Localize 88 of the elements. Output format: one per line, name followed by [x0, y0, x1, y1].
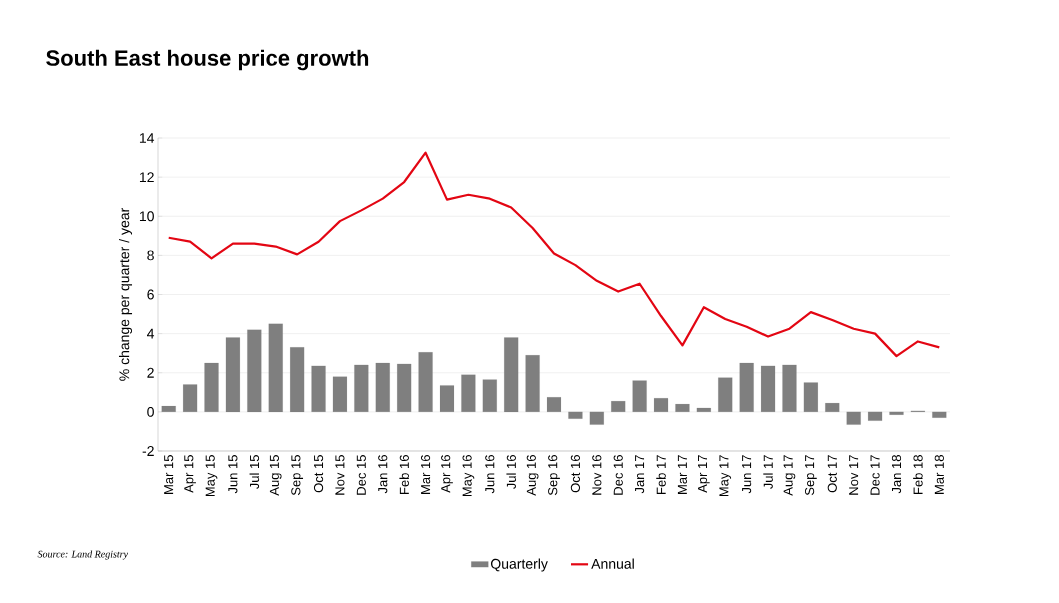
y-tick-label: -2	[142, 446, 154, 456]
bar	[461, 374, 476, 412]
legend-label: Quarterly	[490, 558, 548, 572]
bar	[675, 403, 690, 412]
x-tick-label: Jul 15	[249, 455, 260, 490]
bar	[696, 407, 711, 412]
bar	[247, 329, 262, 412]
x-tick-label: Nov 17	[849, 455, 859, 495]
bar	[846, 411, 861, 425]
bar	[418, 352, 433, 412]
x-tick-label: Aug 17	[783, 455, 796, 496]
bar	[761, 365, 776, 412]
x-tick-label: Apr 15	[184, 455, 196, 493]
x-tick-label: Feb 16	[399, 455, 409, 494]
x-tick-label: May 16	[462, 455, 475, 497]
y-tick-label: 12	[139, 172, 154, 183]
bar	[653, 398, 669, 412]
bar	[311, 365, 326, 412]
bar	[889, 411, 904, 415]
bar	[332, 376, 348, 412]
x-tick-label: Apr 17	[698, 455, 710, 493]
x-tick-label: Aug 15	[269, 455, 282, 496]
x-tick-label: Jan 16	[378, 455, 388, 494]
x-tick-label: Sep 15	[291, 455, 304, 496]
x-tick-label: May 17	[719, 455, 732, 497]
y-tick-label: 2	[147, 367, 154, 378]
x-tick-label: Dec 15	[356, 455, 366, 495]
bar	[161, 405, 176, 412]
x-tick-label: Jul 16	[506, 455, 516, 490]
bar	[482, 379, 497, 412]
bar	[183, 384, 198, 412]
y-axis-title: % change per quarter / year	[118, 207, 133, 381]
bar	[439, 385, 455, 412]
x-tick-label: Jan 17	[635, 455, 645, 494]
y-tick-label: 6	[147, 289, 154, 300]
bar	[354, 364, 369, 412]
x-tick-label: Oct 16	[570, 455, 581, 493]
bar	[782, 364, 797, 412]
x-tick-label: Jul 17	[763, 455, 773, 490]
chart-title: South East house price growth	[46, 49, 369, 71]
x-tick-label: Nov 16	[592, 455, 602, 495]
x-tick-label: Mar 16	[420, 455, 431, 494]
bar	[375, 362, 390, 412]
bar	[868, 411, 883, 421]
y-tick-label: 0	[147, 406, 154, 417]
y-tick-label: 8	[147, 250, 154, 261]
bar	[718, 377, 733, 412]
x-tick-label: Jun 16	[485, 455, 495, 494]
bar	[225, 337, 240, 412]
bar	[825, 403, 840, 412]
x-tick-label: Sep 16	[548, 455, 560, 496]
source-note: Source: Land Registry	[37, 550, 128, 560]
x-tick-label: Nov 15	[335, 455, 345, 495]
y-tick-label: 4	[147, 328, 155, 339]
bar	[632, 380, 647, 412]
x-tick-label: Dec 17	[870, 455, 880, 495]
y-tick-label: 14	[139, 133, 155, 143]
bar	[932, 411, 947, 418]
bar	[568, 411, 583, 419]
bar	[546, 397, 562, 412]
bar	[504, 337, 519, 412]
x-tick-label: Oct 15	[313, 455, 324, 493]
x-tick-label: Mar 17	[677, 455, 687, 494]
bar	[611, 401, 626, 412]
x-tick-label: Oct 17	[827, 455, 837, 493]
x-tick-label: Aug 16	[526, 455, 539, 496]
bar	[290, 347, 305, 412]
x-tick-label: Feb 18	[913, 455, 923, 494]
bar	[589, 411, 604, 425]
x-tick-label: Sep 17	[804, 455, 817, 496]
x-tick-label: Feb 17	[656, 455, 666, 494]
legend-label: Annual	[591, 558, 634, 569]
bar	[525, 355, 540, 412]
x-tick-label: May 15	[205, 455, 218, 497]
x-tick-label: Mar 18	[934, 455, 944, 494]
x-tick-label: Jun 17	[742, 455, 752, 494]
bar	[397, 363, 412, 412]
x-tick-label: Mar 15	[164, 455, 174, 494]
x-tick-label: Dec 16	[613, 455, 623, 495]
bar	[268, 323, 283, 412]
x-tick-label: Jun 15	[228, 455, 238, 494]
bar	[739, 362, 754, 412]
x-tick-label: Apr 16	[441, 455, 453, 493]
bar	[803, 382, 818, 412]
x-tick-label: Jan 18	[891, 455, 902, 494]
y-tick-label: 10	[139, 211, 154, 222]
line-series	[167, 151, 941, 358]
bar	[204, 362, 219, 412]
